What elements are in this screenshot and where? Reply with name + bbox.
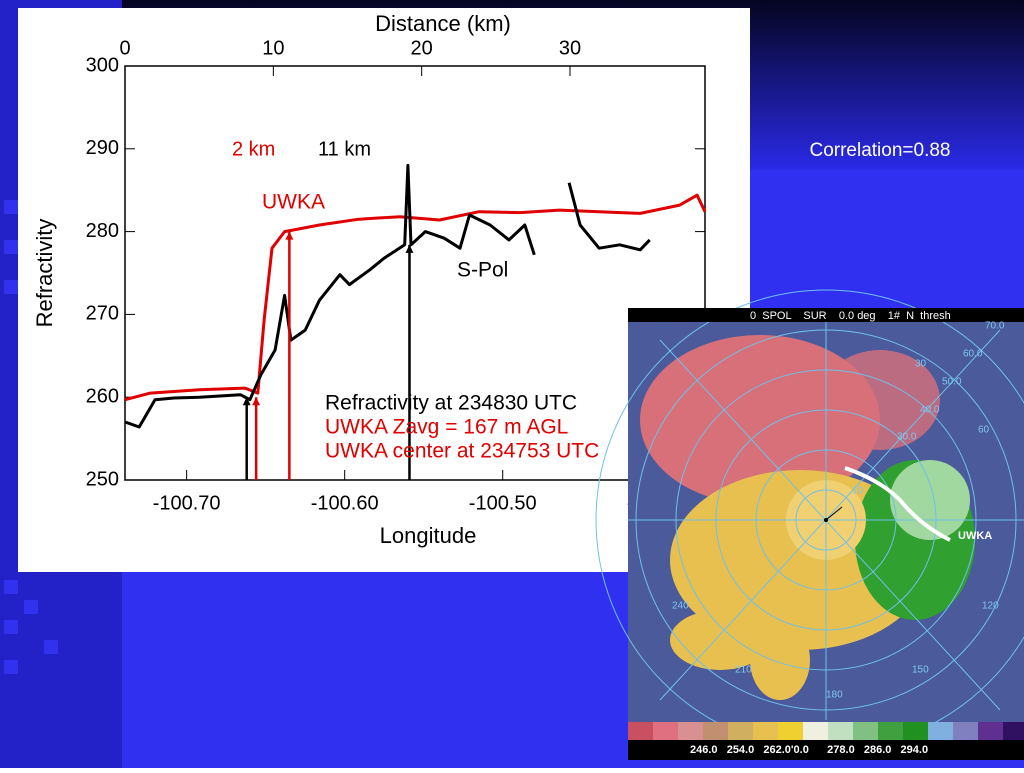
y-tick-label: 280 — [86, 220, 119, 242]
x-tick-label: -100.70 — [153, 492, 221, 514]
radar-header: 0 SPOL SUR 0.0 deg 1# N thresh — [750, 310, 951, 322]
x2-tick-label: 10 — [262, 37, 284, 59]
track-label: UWKA — [958, 530, 992, 542]
annotation: 11 km — [318, 138, 371, 160]
annotation: UWKA center at 234753 UTC — [325, 440, 599, 463]
range-label: 120 — [982, 601, 999, 612]
annotation: 2 km — [232, 138, 275, 160]
marker-arrowhead — [285, 231, 294, 240]
x2-tick-label: 30 — [559, 37, 581, 59]
x-tick-label: -100.60 — [311, 492, 379, 514]
range-label: 210 — [735, 665, 752, 676]
legend-label: UWKA — [262, 191, 325, 214]
data-line — [124, 163, 651, 429]
range-label: 240 — [672, 601, 689, 612]
y-tick-label: 250 — [86, 468, 119, 490]
marker-arrowhead — [405, 244, 414, 253]
plot-frame — [124, 65, 706, 481]
x-tick-label: -100.50 — [469, 492, 537, 514]
marker-arrowhead — [242, 397, 251, 406]
range-label: 30 — [915, 359, 927, 370]
annotation: Refractivity at 234830 UTC — [325, 392, 577, 415]
range-label: 150 — [912, 665, 929, 676]
strip-squares — [4, 200, 58, 674]
y-axis-label: Refractivity — [32, 219, 57, 328]
x-axis-label: Longitude — [380, 523, 477, 548]
range-label: 180 — [826, 690, 843, 701]
y-tick-label: 300 — [86, 54, 119, 76]
range-label: 10 — [852, 486, 864, 497]
plot: 250260270280290300-100.70-100.60-100.50-… — [86, 37, 707, 514]
x2-axis-label: Distance (km) — [375, 11, 511, 36]
range-label: 50.0 — [942, 377, 962, 388]
x2-tick-label: 0 — [119, 37, 130, 59]
y-tick-label: 270 — [86, 303, 119, 325]
data-line — [124, 193, 707, 402]
radar-image — [595, 289, 1024, 760]
marker-arrowhead — [252, 397, 261, 406]
y-tick-label: 290 — [86, 137, 119, 159]
colorbar-labels: 246.0 254.0 262.0'0.0 278.0 286.0 294.0 — [690, 744, 928, 756]
range-labels: 70.0 60.0 50.0 40.0 30.0 10 30 60 240 21… — [672, 321, 1005, 701]
correlation: Correlation=0.88 — [809, 140, 950, 161]
range-label: 60 — [978, 425, 990, 436]
range-label: 70.0 — [985, 321, 1005, 332]
annotation: UWKA Zavg = 167 m AGL — [325, 416, 568, 439]
range-label: 60.0 — [963, 349, 983, 360]
x2-tick-label: 20 — [411, 37, 433, 59]
range-label: 30.0 — [897, 432, 917, 443]
legend-label: S-Pol — [457, 259, 508, 282]
range-label: 40.0 — [920, 405, 940, 416]
y-tick-label: 260 — [86, 385, 119, 407]
